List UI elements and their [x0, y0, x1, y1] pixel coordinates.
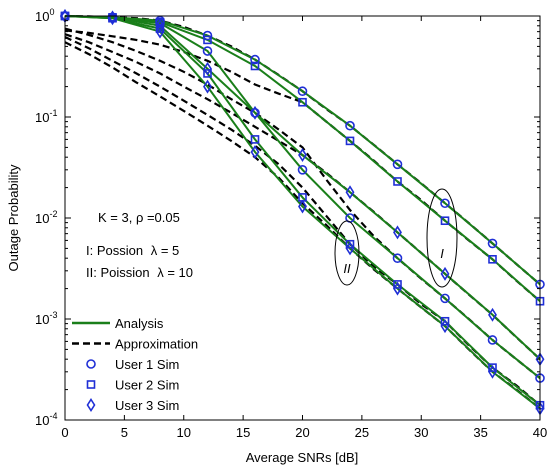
sim-marker-i-user-3 — [155, 18, 165, 33]
legend-label: Approximation — [115, 337, 198, 352]
y-tick-label: 10-2 — [35, 209, 57, 226]
case-one-lambda: λ = 5 — [151, 243, 180, 258]
ellipse-case-one — [426, 188, 458, 288]
sim-marker-ii-user-2 — [393, 280, 402, 289]
sim-marker-ii-user-3 — [155, 24, 165, 39]
sim-marker-i-user-3 — [298, 148, 307, 163]
ellipse-case-two — [334, 220, 360, 286]
x-axis-ticks: 0 5 10 15 20 25 30 35 40 — [61, 16, 547, 440]
sim-marker-ii-user-2 — [488, 363, 497, 372]
case-two-lambda: λ = 10 — [157, 265, 193, 280]
x-tick-label: 10 — [177, 425, 191, 440]
legend-label: User 1 Sim — [115, 357, 179, 372]
x-tick-label: 25 — [355, 425, 369, 440]
sim-marker-ii-user-3 — [393, 281, 402, 296]
sim-marker-i-user-3 — [393, 225, 402, 240]
legend-item-4: User 2 Sim — [86, 378, 179, 393]
ellipse-case-one-label: I — [440, 246, 444, 261]
legend-label: User 3 Sim — [115, 398, 179, 413]
legend: Analysis Approximation User 1 Sim User 2 Si… — [72, 316, 198, 413]
sim-marker-i-user-2 — [440, 216, 450, 226]
sim-marker-i-user-2 — [345, 136, 355, 146]
legend-swatch-circle — [86, 359, 96, 369]
y-tick-label: 10-1 — [35, 108, 57, 125]
sim-marker-ii-user-1 — [297, 165, 308, 175]
sim-marker-i-user-2 — [203, 35, 212, 45]
sim-marker-ii-user-2 — [203, 69, 212, 78]
sim-marker-ii-user-1 — [250, 108, 260, 118]
sim-marker-ii-user-2 — [250, 135, 260, 144]
legend-label: User 2 Sim — [115, 378, 179, 393]
sim-marker-i-user-2 — [250, 61, 260, 71]
legend-label: Analysis — [115, 316, 164, 331]
x-tick-label: 40 — [533, 425, 547, 440]
sim-marker-i-user-3 — [488, 307, 497, 322]
simulation-markers — [60, 9, 545, 416]
sim-marker-ii-user-1 — [440, 293, 450, 304]
sim-marker-i-user-3 — [250, 105, 260, 120]
y-axis-ticks: 100 10-1 10-2 10-3 10-4 — [35, 7, 540, 428]
sim-marker-ii-user-2 — [345, 239, 355, 249]
analysis-curve-ii-user-2 — [64, 15, 541, 406]
x-tick-label: 30 — [414, 425, 428, 440]
params-annotation: K = 3, ρ =0.05 — [98, 210, 180, 225]
analysis-curve-ii-user-1 — [64, 15, 541, 379]
sim-marker-ii-user-3 — [298, 199, 307, 214]
sim-marker-i-user-3 — [203, 61, 212, 76]
x-tick-label: 15 — [236, 425, 250, 440]
sim-marker-ii-user-2 — [440, 316, 450, 326]
sim-marker-i-user-3 — [440, 266, 450, 281]
sim-marker-i-user-3 — [345, 185, 355, 200]
sim-marker-ii-user-1 — [202, 46, 213, 56]
analysis-curve-i-user-3 — [64, 15, 541, 360]
y-tick-label: 10-4 — [35, 411, 57, 428]
y-tick-label: 10-3 — [35, 310, 57, 327]
sim-marker-i-user-1 — [487, 238, 498, 249]
analysis-curves — [64, 15, 541, 410]
analysis-curve-ii-user-3 — [64, 15, 541, 410]
y-tick-label: 100 — [35, 7, 54, 24]
x-axis-label: Average SNRs [dB] — [246, 450, 358, 465]
sim-marker-ii-user-3 — [440, 319, 450, 334]
sim-marker-i-user-1 — [345, 120, 355, 131]
sim-marker-ii-user-3 — [203, 79, 212, 94]
sim-marker-i-user-2 — [488, 255, 497, 264]
legend-swatch-diamond — [86, 398, 96, 412]
x-tick-label: 5 — [121, 425, 128, 440]
sim-marker-i-user-1 — [250, 54, 260, 65]
sim-marker-i-user-1 — [202, 30, 213, 41]
ellipse-case-two-label: II — [343, 261, 351, 276]
case-two-name: II: Poission — [86, 265, 150, 280]
sim-marker-ii-user-3 — [345, 241, 355, 256]
sim-marker-ii-user-1 — [487, 335, 498, 345]
legend-swatch-square — [86, 380, 96, 389]
legend-item-2: Approximation — [72, 337, 198, 352]
sim-marker-ii-user-3 — [488, 364, 497, 379]
sim-marker-i-user-1 — [392, 159, 403, 170]
legend-item-3: User 1 Sim — [86, 357, 179, 372]
sim-marker-i-user-2 — [298, 97, 307, 107]
legend-item-1: Analysis — [72, 316, 164, 331]
sim-marker-ii-user-1 — [392, 253, 403, 263]
sim-marker-i-user-1 — [297, 86, 308, 97]
case-one-name: I: Possion — [86, 243, 143, 258]
sim-marker-ii-user-3 — [250, 145, 260, 160]
sim-marker-i-user-2 — [393, 177, 402, 186]
y-axis-label: Outage Probability — [6, 164, 21, 271]
case-two-annotation: II: Poission λ = 10 — [86, 265, 193, 280]
legend-item-5: User 3 Sim — [86, 398, 179, 413]
x-tick-label: 35 — [473, 425, 487, 440]
sim-marker-i-user-1 — [440, 198, 450, 209]
x-tick-label: 20 — [295, 425, 309, 440]
x-tick-label: 0 — [61, 425, 68, 440]
case-one-annotation: I: Possion λ = 5 — [86, 243, 179, 258]
